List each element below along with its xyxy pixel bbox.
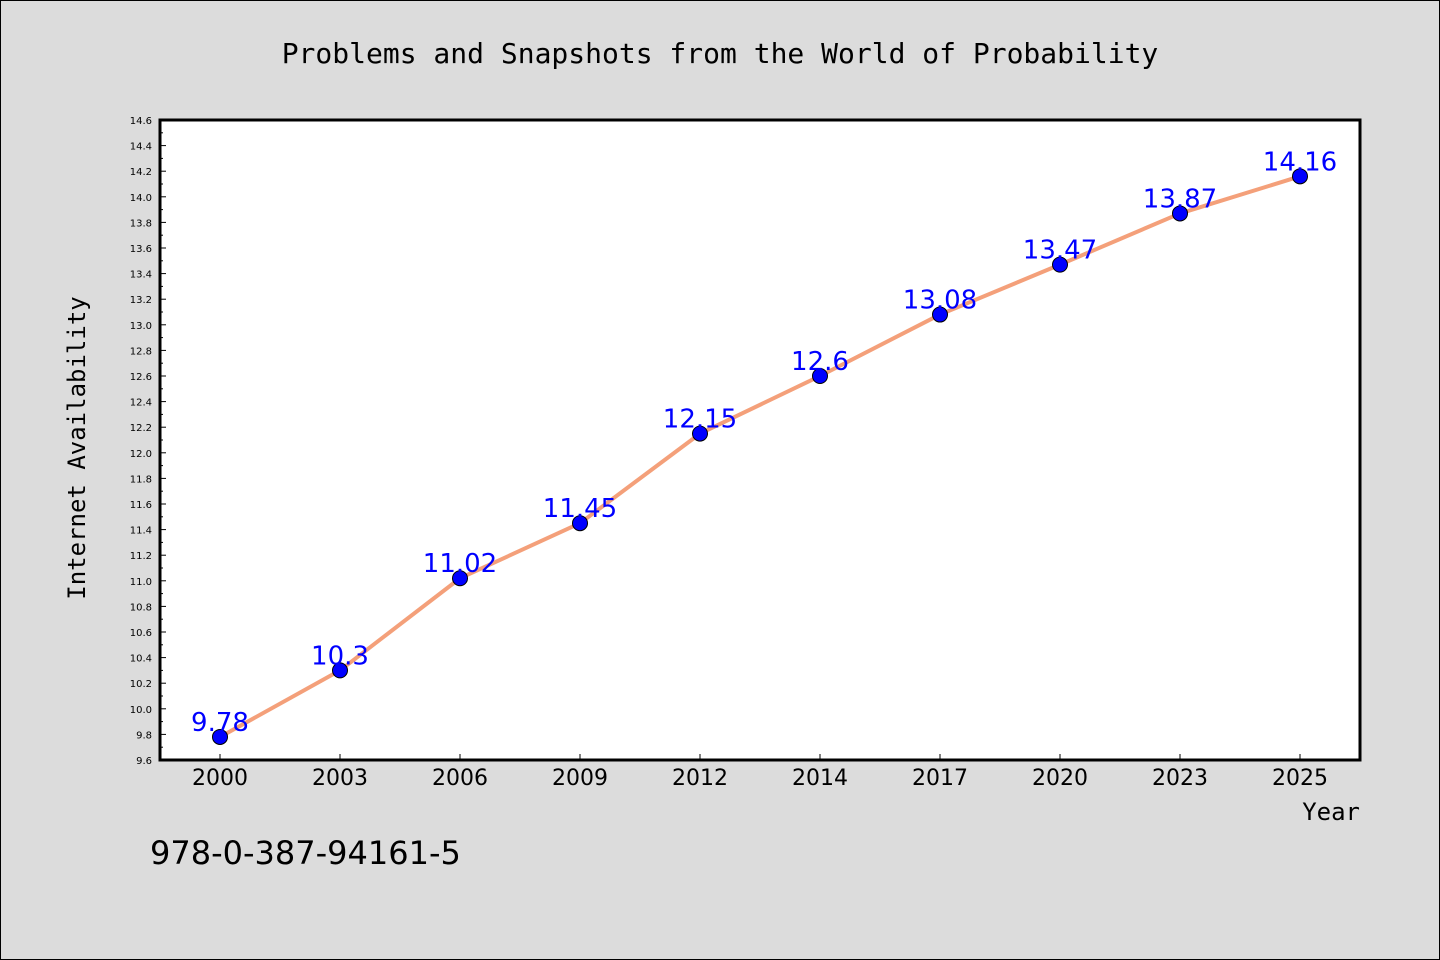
- y-tick-label: 14.6: [130, 116, 152, 127]
- y-tick-label: 11.6: [130, 500, 152, 511]
- data-label-2023: 13.87: [1143, 184, 1217, 214]
- y-tick-label: 10.2: [130, 679, 152, 690]
- data-label-2009: 11.45: [543, 494, 617, 524]
- x-tick-label: 2006: [432, 766, 488, 791]
- y-tick-label: 12.6: [130, 372, 152, 383]
- y-tick-label: 10.4: [130, 654, 152, 665]
- data-label-2003: 10.3: [311, 641, 369, 671]
- data-point-2014: [812, 368, 828, 384]
- x-tick-label: 2017: [912, 766, 968, 791]
- data-label-2020: 13.47: [1023, 236, 1097, 266]
- series-points-group: [212, 168, 1308, 745]
- y-tick-label: 13.2: [130, 295, 152, 306]
- data-label-2025: 14.16: [1263, 147, 1337, 177]
- data-point-2012: [692, 425, 708, 442]
- footer-isbn: 978-0-387-94161-5: [150, 834, 461, 872]
- y-tick-label: 10.0: [130, 705, 152, 716]
- y-tick-label: 10.8: [130, 602, 152, 613]
- data-point-2023: [1172, 205, 1188, 222]
- y-tick-label: 12.4: [130, 398, 152, 409]
- y-tick-label: 14.4: [130, 142, 152, 153]
- y-tick-label: 14.0: [130, 193, 152, 204]
- y-tick-label: 10.6: [130, 628, 152, 639]
- y-tick-label: 12.0: [130, 449, 152, 460]
- series-line-group: [219, 174, 1301, 739]
- y-tick-label: 11.8: [130, 474, 152, 485]
- y-axis: 9.6 9.8 10.0 10.2 10.4 10.6 10.8 11.0 11.2 11.4 11…: [130, 116, 166, 767]
- data-point-2003: [332, 662, 348, 679]
- data-labels-group: 9.78 10.3 11.02 11.45 12.15 12.6 13.08 13.47 13.…: [191, 147, 1337, 738]
- x-axis: 2000 2003 2006 2009 2012 2014 2017 2020 2023 2025: [192, 754, 1328, 791]
- y-axis-label: Internet Availability: [63, 296, 91, 599]
- y-tick-label: 13.8: [130, 218, 152, 229]
- x-tick-label: 2025: [1272, 766, 1328, 791]
- y-tick-label: 12.8: [130, 346, 152, 357]
- y-tick-label: 14.2: [130, 167, 152, 178]
- x-tick-label: 2009: [552, 766, 608, 791]
- data-point-2009: [572, 515, 588, 532]
- x-axis-label: Year: [1302, 798, 1360, 826]
- y-tick-label: 12.2: [130, 423, 152, 434]
- x-tick-label: 2000: [192, 766, 248, 791]
- data-label-2017: 13.08: [903, 286, 977, 316]
- series-line: [219, 174, 1301, 739]
- x-tick-label: 2012: [672, 766, 728, 791]
- y-tick-label: 13.4: [130, 270, 152, 281]
- x-tick-label: 2003: [312, 766, 368, 791]
- data-label-2000: 9.78: [191, 708, 249, 738]
- data-label-2012: 12.15: [663, 405, 737, 435]
- data-point-2000: [212, 728, 228, 745]
- y-tick-label: 11.0: [130, 577, 152, 588]
- data-label-2006: 11.02: [423, 549, 497, 579]
- x-tick-label: 2020: [1032, 766, 1088, 791]
- y-tick-label: 13.0: [130, 321, 152, 332]
- x-tick-label: 2014: [792, 766, 848, 791]
- y-tick-label: 11.4: [130, 526, 152, 537]
- y-tick-label: 9.6: [136, 756, 152, 767]
- data-point-2020: [1052, 256, 1068, 273]
- y-tick-label: 13.6: [130, 244, 152, 255]
- data-label-2014: 12.6: [791, 347, 849, 377]
- data-point-2006: [452, 570, 468, 587]
- y-tick-label: 9.8: [136, 730, 152, 741]
- x-tick-label: 2023: [1152, 766, 1208, 791]
- data-point-2025: [1292, 168, 1308, 185]
- y-tick-label: 11.2: [130, 551, 152, 562]
- chart-title: Problems and Snapshots from the World of…: [282, 37, 1159, 70]
- data-point-2017: [932, 306, 948, 323]
